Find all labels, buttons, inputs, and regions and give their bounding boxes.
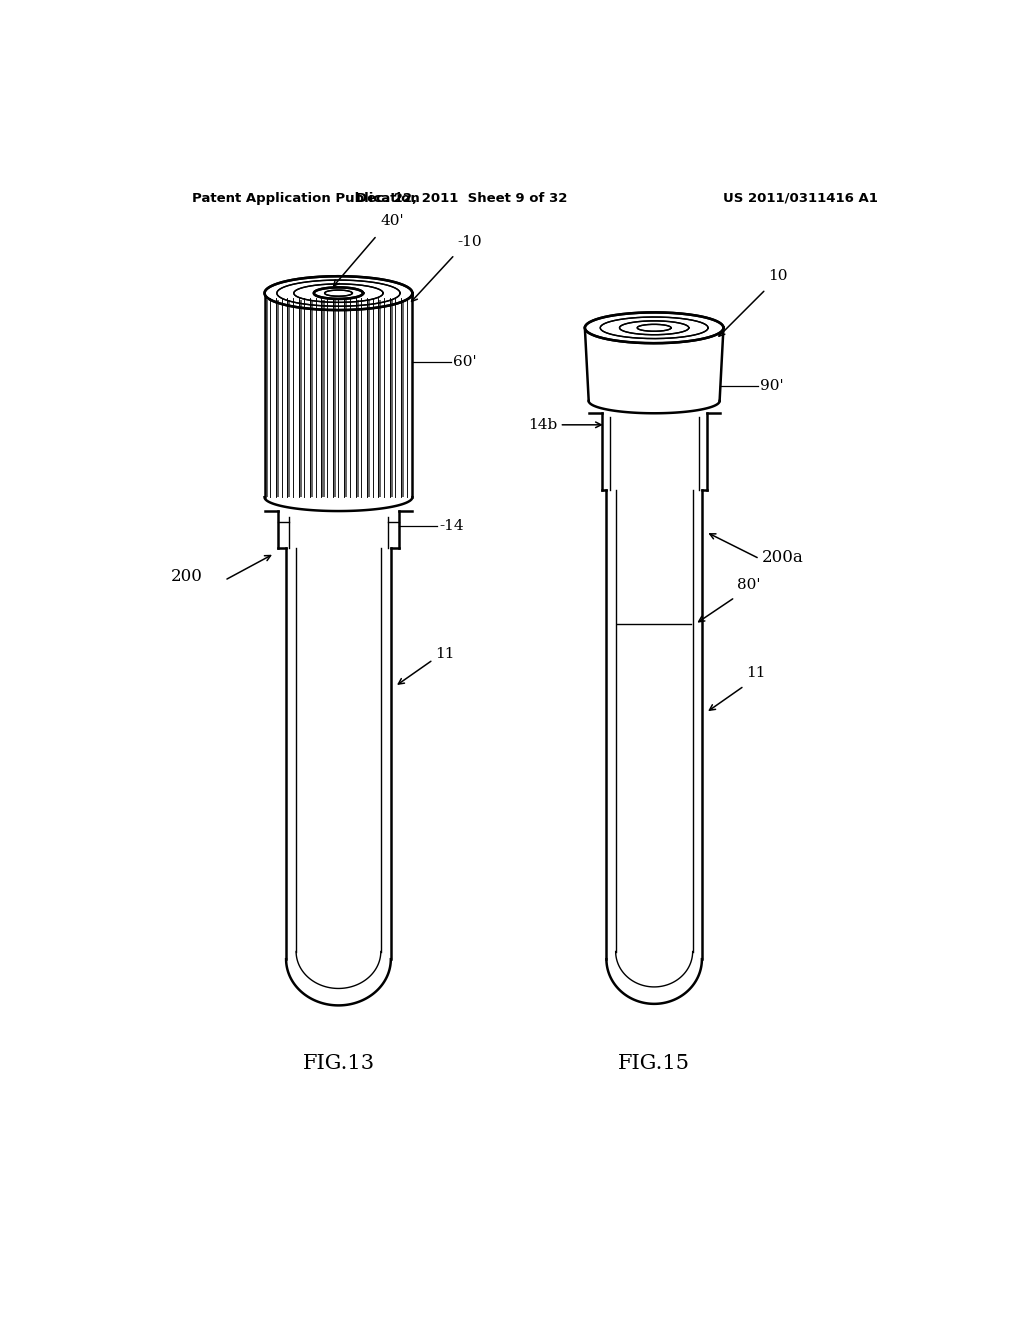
Text: 11: 11 [435,647,455,661]
Text: -14: -14 [439,520,464,533]
Text: 80': 80' [737,578,761,591]
Polygon shape [401,300,404,498]
Polygon shape [367,300,370,498]
Polygon shape [299,300,302,498]
Text: FIG.15: FIG.15 [618,1053,690,1073]
Polygon shape [310,300,313,498]
Text: 200: 200 [171,568,203,585]
Polygon shape [378,300,381,498]
Polygon shape [264,300,267,498]
Polygon shape [333,300,336,498]
Polygon shape [344,300,347,498]
Text: FIG.13: FIG.13 [302,1053,375,1073]
Text: 200a: 200a [762,549,804,566]
Polygon shape [275,300,279,498]
Text: US 2011/0311416 A1: US 2011/0311416 A1 [723,191,878,205]
Text: Patent Application Publication: Patent Application Publication [193,191,420,205]
Text: 60': 60' [454,355,477,370]
Text: 10: 10 [768,269,787,284]
Text: Dec. 22, 2011  Sheet 9 of 32: Dec. 22, 2011 Sheet 9 of 32 [356,191,567,205]
Polygon shape [288,300,291,498]
Polygon shape [322,300,325,498]
Text: -10: -10 [457,235,481,249]
Ellipse shape [264,276,413,310]
Ellipse shape [585,313,724,343]
Polygon shape [390,300,393,498]
Polygon shape [355,300,358,498]
Text: 90': 90' [761,379,784,392]
Text: 14b: 14b [528,418,557,432]
Text: 40': 40' [381,214,404,227]
Text: 11: 11 [746,667,766,681]
